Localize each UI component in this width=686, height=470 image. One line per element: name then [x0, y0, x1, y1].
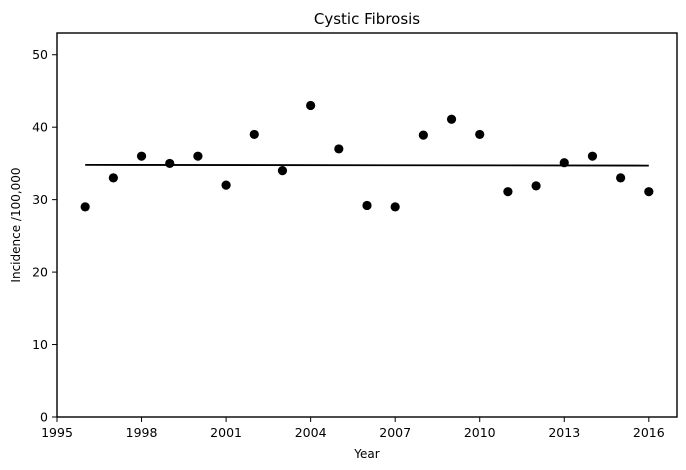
data-point — [390, 202, 400, 212]
y-tick-label: 50 — [32, 47, 48, 62]
chart-title: Cystic Fibrosis — [314, 10, 420, 28]
data-point — [475, 129, 485, 140]
plot-area — [80, 100, 654, 212]
y-tick-label: 10 — [32, 337, 48, 352]
x-tick-label: 1998 — [126, 425, 158, 440]
x-tick-label: 2013 — [548, 425, 580, 440]
data-point — [418, 130, 428, 140]
data-point — [531, 181, 541, 191]
x-tick-label: 1995 — [41, 425, 73, 440]
data-point — [334, 144, 344, 154]
axes: 1995 1998 2001 2004 2007 2010 2013 2016 0 10 20 30 4… — [32, 47, 665, 440]
data-point — [306, 100, 316, 111]
data-point — [644, 187, 654, 197]
data-point — [503, 187, 513, 197]
data-point — [221, 180, 231, 190]
data-point — [165, 158, 175, 169]
data-point — [80, 202, 90, 212]
y-tick-label: 40 — [32, 120, 48, 135]
data-point — [587, 151, 598, 161]
x-tick-label: 2010 — [464, 425, 496, 440]
data-point — [446, 114, 457, 124]
x-axis-label: Year — [353, 447, 379, 461]
data-point — [362, 200, 372, 211]
x-tick-label: 2001 — [210, 425, 242, 440]
plot-frame — [56, 32, 678, 418]
trend-line — [85, 163, 649, 167]
data-point — [616, 173, 626, 183]
y-tick-label: 30 — [32, 192, 48, 207]
data-point — [277, 166, 288, 176]
x-tick-label: 2016 — [633, 425, 665, 440]
y-axis-label: Incidence /100,000 — [9, 167, 23, 282]
x-tick-label: 2004 — [295, 425, 327, 440]
data-point — [108, 173, 118, 183]
y-tick-label: 20 — [32, 265, 48, 280]
data-point — [136, 151, 147, 161]
x-tick-label: 2007 — [379, 425, 411, 440]
data-point — [193, 151, 203, 161]
data-point — [249, 129, 259, 140]
y-tick-label: 0 — [40, 410, 48, 425]
